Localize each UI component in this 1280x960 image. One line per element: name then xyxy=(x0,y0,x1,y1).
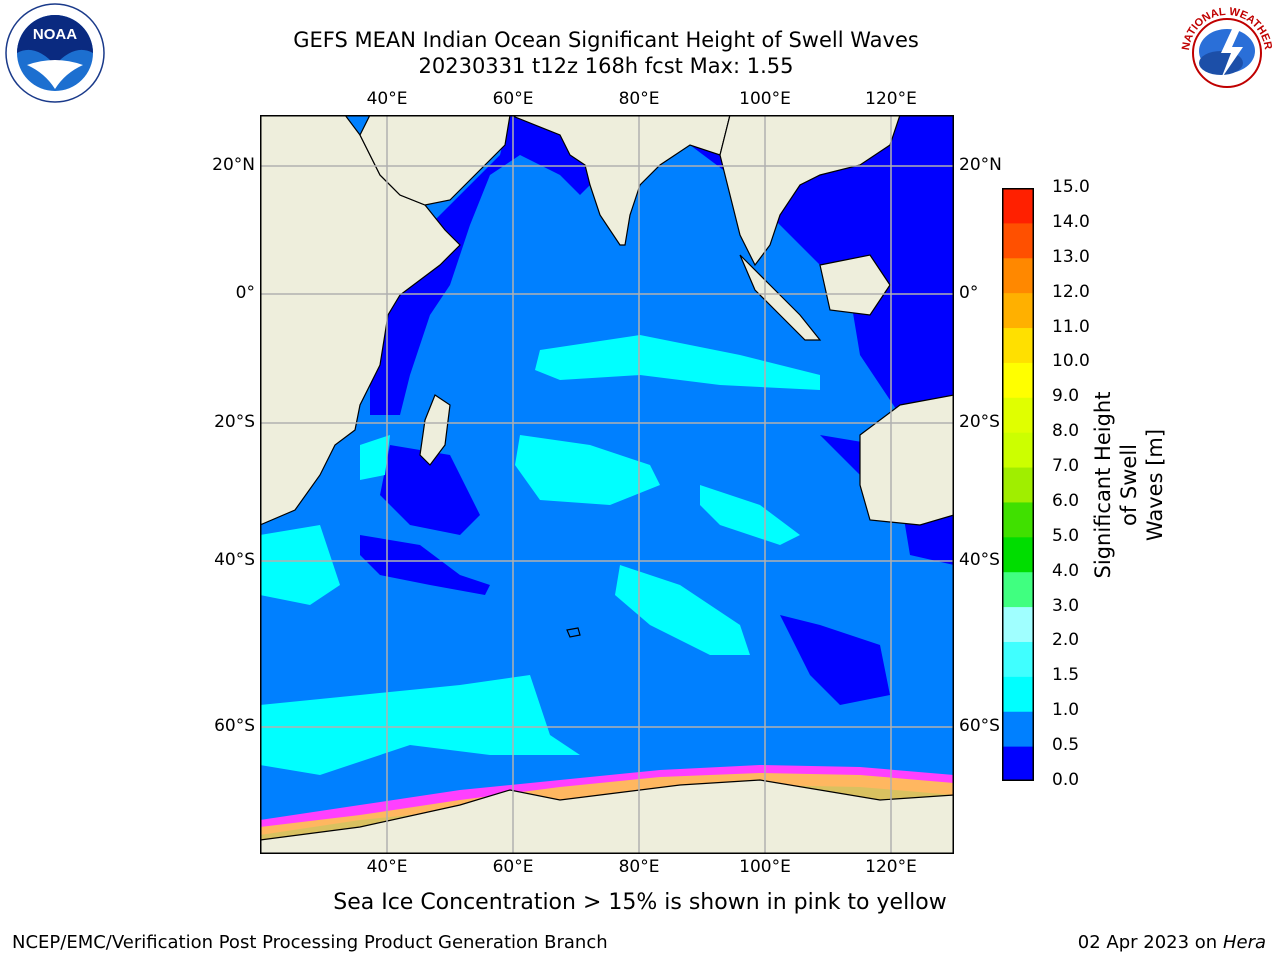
colorbar-tick: 5.0 xyxy=(1052,525,1080,546)
colorbar-tick: 12.0 xyxy=(1052,281,1090,302)
colorbar-cell xyxy=(1002,432,1034,468)
colorbar-tick: 6.0 xyxy=(1052,490,1080,511)
lat-tick-right: 20°S xyxy=(959,412,1000,432)
colorbar-tick: 3.0 xyxy=(1052,595,1080,616)
colorbar-tick: 7.0 xyxy=(1052,456,1080,477)
lon-tick-top: 120°E xyxy=(865,89,917,109)
colorbar-tick: 13.0 xyxy=(1052,246,1090,267)
swell-high-5 xyxy=(260,525,340,605)
colorbar-tick: 10.0 xyxy=(1052,351,1090,372)
chart-subtitle: 20230331 t12z 168h fcst Max: 1.55 xyxy=(418,54,794,78)
lon-tick-top: 60°E xyxy=(492,89,534,109)
map-panel xyxy=(260,115,954,854)
graticule xyxy=(260,115,954,854)
colorbar-tick: 0.5 xyxy=(1052,735,1080,756)
footer-date: 02 Apr 2023 on Hera xyxy=(1078,932,1266,953)
lat-tick-right: 40°S xyxy=(959,550,1000,570)
colorbar-tick: 8.0 xyxy=(1052,421,1080,442)
colorbar-cell xyxy=(1002,501,1034,538)
sea-ice-note: Sea Ice Concentration > 15% is shown in … xyxy=(333,890,947,915)
svg-text:NOAA: NOAA xyxy=(33,26,77,43)
colorbar-tick: 14.0 xyxy=(1052,211,1090,232)
swell-high-4 xyxy=(615,565,750,655)
lon-tick-top: 40°E xyxy=(366,89,408,109)
colorbar-tick: 11.0 xyxy=(1052,316,1090,337)
swell-high-2 xyxy=(515,435,660,505)
colorbar xyxy=(1002,188,1034,781)
colorbar-label-line2: Waves [m] xyxy=(1143,428,1167,542)
lat-tick-right: 20°N xyxy=(959,155,1002,175)
swell-low-madagascar xyxy=(380,445,480,535)
footer-host: Hera xyxy=(1222,932,1266,953)
colorbar-cell xyxy=(1002,536,1034,573)
swell-high-6 xyxy=(260,675,580,775)
lon-tick-top: 100°E xyxy=(739,89,791,109)
land-borneo xyxy=(819,254,891,316)
land-madagascar xyxy=(419,394,451,466)
lat-tick-right: 0° xyxy=(959,283,979,303)
colorbar-label-line1: Significant Height of Swell xyxy=(1091,391,1141,579)
land-antarctica xyxy=(260,779,954,854)
swell-high-1 xyxy=(535,335,820,390)
colorbar-cell xyxy=(1002,257,1034,294)
noaa-logo: NOAA xyxy=(5,3,105,103)
swell-low-s xyxy=(780,615,890,705)
lat-tick-left: 40°S xyxy=(214,550,255,570)
colorbar-cell xyxy=(1002,222,1034,259)
land-india xyxy=(509,115,731,246)
colorbar-cell xyxy=(1002,606,1034,642)
lon-tick-bottom: 60°E xyxy=(492,857,534,877)
colorbar-cell xyxy=(1002,746,1034,781)
colorbar-tick: 1.5 xyxy=(1052,665,1080,686)
swell-low-north xyxy=(370,115,954,415)
colorbar-tick: 15.0 xyxy=(1052,177,1090,197)
colorbar-cell xyxy=(1002,292,1034,329)
lat-tick-left: 0° xyxy=(235,283,255,303)
footer-date-text: 02 Apr 2023 on xyxy=(1077,932,1223,953)
colorbar-label: Significant Height of Swell Waves [m] xyxy=(1040,392,1240,579)
swell-high-3 xyxy=(700,485,800,545)
footer-credit: NCEP/EMC/Verification Post Processing Pr… xyxy=(12,932,608,953)
lon-tick-bottom: 120°E xyxy=(865,857,917,877)
lat-tick-left: 60°S xyxy=(214,716,255,736)
lat-tick-right: 60°S xyxy=(959,716,1000,736)
colorbar-cell xyxy=(1002,327,1034,363)
colorbar-cell xyxy=(1002,571,1034,608)
nws-logo: NATIONAL WEATHER SERVICE xyxy=(1173,0,1277,103)
chart-title: GEFS MEAN Indian Ocean Significant Heigh… xyxy=(293,28,919,52)
colorbar-cell xyxy=(1002,397,1034,433)
colorbar-tick: 4.0 xyxy=(1052,560,1080,581)
map-frame xyxy=(260,115,954,854)
land-australia xyxy=(859,394,954,526)
colorbar-tick: 1.0 xyxy=(1052,700,1080,721)
colorbar-cell xyxy=(1002,641,1034,677)
colorbar-cell xyxy=(1002,188,1034,224)
colorbar-cell xyxy=(1002,676,1034,712)
colorbar-tick: 9.0 xyxy=(1052,386,1080,407)
swell-low-sw xyxy=(360,535,490,595)
lon-tick-bottom: 80°E xyxy=(618,857,660,877)
colorbar-tick: 0.0 xyxy=(1052,770,1080,790)
lon-tick-bottom: 40°E xyxy=(366,857,408,877)
colorbar-cell xyxy=(1002,711,1034,747)
swell-high-7 xyxy=(360,435,390,480)
lat-tick-left: 20°N xyxy=(212,155,255,175)
land-arabia xyxy=(359,115,511,206)
land-kerguelen xyxy=(566,627,581,638)
lon-tick-bottom: 100°E xyxy=(739,857,791,877)
lat-tick-left: 20°S xyxy=(214,412,255,432)
colorbar-tick: 2.0 xyxy=(1052,630,1080,651)
lon-tick-top: 80°E xyxy=(618,89,660,109)
colorbar-cell xyxy=(1002,467,1034,503)
colorbar-cell xyxy=(1002,362,1034,398)
